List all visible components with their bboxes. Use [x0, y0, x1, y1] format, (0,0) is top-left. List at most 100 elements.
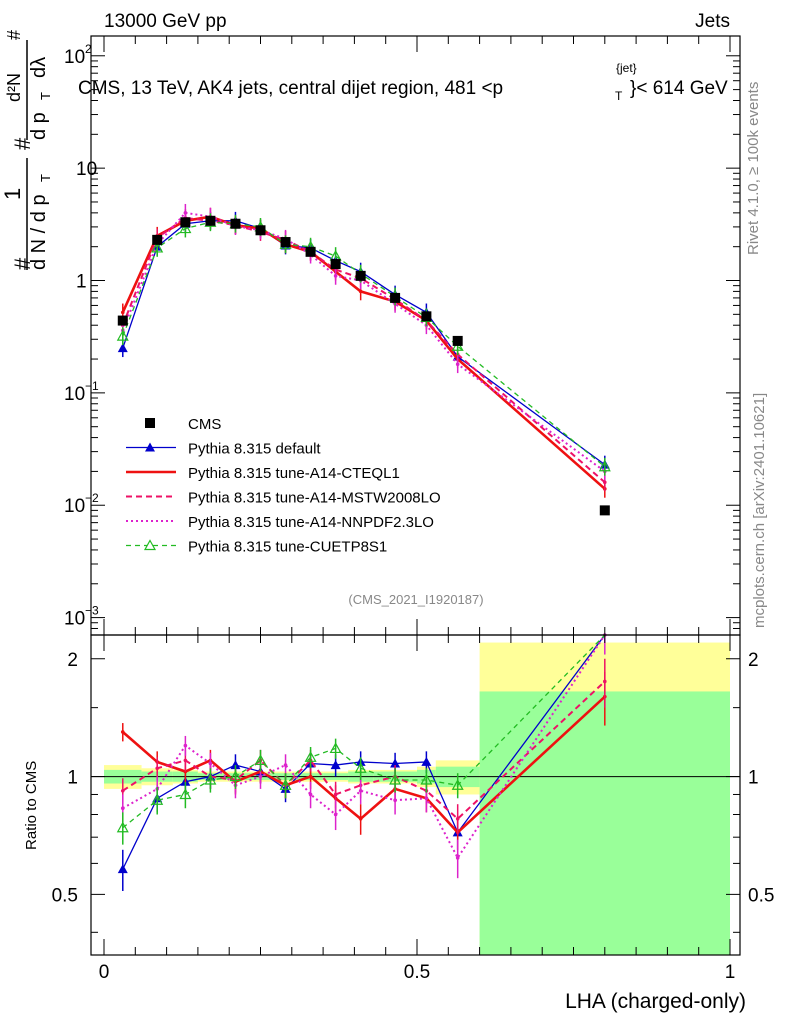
ratio-point-series-4-1	[151, 794, 164, 805]
main-point-series-4-0	[116, 329, 129, 341]
data-point-5	[255, 225, 266, 236]
ratio-y-axis-label: Ratio to CMS	[23, 761, 40, 850]
ratio-panel-curves	[116, 633, 607, 892]
ratio-point-series-1-7	[308, 774, 313, 779]
main-y-axis-label: # 1 d N / d p T # d²N # d p T dλ	[0, 30, 53, 270]
data-point-8	[330, 259, 341, 270]
main-ytick-label-3: 1	[76, 272, 87, 293]
ratio-point-series-0-10	[390, 758, 401, 768]
ratio-point-series-0-0	[117, 864, 128, 874]
ratio-line-series-0	[122, 634, 606, 870]
main-ytick-label-1: 10	[64, 496, 85, 517]
ratio-line-series-1	[121, 695, 606, 835]
ratio-ytick-label-right-2: 2	[748, 650, 759, 671]
data-point-1	[152, 234, 163, 245]
svg-text:d N / d p: d N / d p	[28, 194, 50, 270]
main-ytick-label-0: 10	[64, 609, 85, 630]
svg-text:dλ: dλ	[28, 57, 50, 78]
main-ytick-label-5: 10	[64, 47, 85, 68]
ratio-frame	[90, 634, 741, 956]
svg-text:#: #	[10, 137, 35, 150]
ratio-line-series-3	[122, 634, 606, 860]
legend-label-1: Pythia 8.315 default	[188, 441, 321, 458]
ratio-point-series-0-8	[330, 760, 341, 770]
ratio-point-series-0-11	[421, 756, 432, 766]
legend-marker-0	[145, 418, 155, 428]
main-point-series-4-2	[179, 222, 192, 234]
ratio-point-series-2-1	[155, 766, 160, 771]
ratio-point-series-4-3	[204, 773, 217, 785]
ratio-line-series-2	[122, 680, 606, 821]
svg-text:CMS, 13 TeV, AK4 jets, central: CMS, 13 TeV, AK4 jets, central dijet reg…	[78, 78, 503, 99]
svg-text:#: #	[10, 257, 35, 270]
data-point-10	[390, 292, 401, 303]
data-point-3	[205, 215, 216, 226]
ratio-ytick-label-0: 0.5	[52, 885, 78, 906]
data-point-2	[180, 217, 191, 228]
ratio-point-series-3-0	[120, 806, 125, 811]
main-ytick-exp-2: −1	[85, 379, 99, 393]
ratio-line-series-4	[122, 634, 606, 829]
main-point-series-2-13	[603, 480, 607, 485]
main-point-series-4-13	[598, 460, 611, 472]
analysis-id: (CMS_2021_I1920187)	[348, 592, 483, 607]
svg-text:T: T	[38, 92, 53, 100]
data-point-9	[355, 270, 366, 281]
ratio-point-series-3-6	[283, 763, 288, 767]
legend-marker-1	[145, 442, 155, 452]
ratio-point-series-3-10	[393, 798, 397, 803]
header-category: Jets	[695, 11, 730, 32]
legend-marker-5	[143, 539, 157, 551]
svg-text:#: #	[4, 30, 24, 40]
svg-text:1: 1	[0, 188, 25, 200]
ratio-point-series-4-11	[420, 773, 433, 785]
svg-text:d²N: d²N	[4, 73, 24, 102]
main-line-series-4	[122, 221, 606, 468]
main-ytick-exp-0: −3	[85, 604, 99, 618]
legend-label-5: Pythia 8.315 tune-CUETP8S1	[188, 539, 387, 556]
ratio-point-series-3-9	[358, 788, 363, 793]
legend-label-2: Pythia 8.315 tune-A14-CTEQL1	[188, 465, 400, 482]
ratio-point-series-4-12	[451, 779, 464, 790]
header-process: 13000 GeV pp	[104, 11, 227, 32]
svg-text:T: T	[615, 89, 623, 103]
xtick-label-1: 0.5	[404, 962, 430, 983]
data-point-13	[599, 505, 610, 516]
ratio-point-series-4-9	[354, 762, 367, 773]
main-ytick-label-2: 10	[64, 384, 85, 405]
mcplots-label: mcplots.cern.ch [arXiv:2401.10621]	[751, 393, 768, 628]
ratio-point-series-4-6	[279, 779, 292, 790]
svg-text:T: T	[38, 174, 53, 182]
svg-text:{jet}: {jet}	[616, 61, 637, 75]
ratio-point-series-3-3	[208, 761, 213, 766]
ratio-ytick-label-right-1: 1	[748, 768, 759, 789]
ratio-ytick-label-1: 1	[67, 768, 78, 789]
ratio-point-series-0-4	[230, 760, 241, 770]
legend-label-0: CMS	[188, 416, 221, 433]
ratio-point-series-4-5	[254, 754, 267, 765]
main-point-series-3-2	[183, 211, 188, 215]
ratio-ytick-label-right-0: 0.5	[748, 885, 774, 906]
ratio-point-series-4-2	[179, 788, 192, 800]
green-band-13	[479, 691, 730, 955]
main-point-series-3-8	[333, 274, 338, 278]
xtick-label-2: 1	[725, 962, 736, 983]
ratio-ytick-label-2: 2	[67, 650, 78, 671]
data-point-7	[305, 246, 316, 257]
legend-label-4: Pythia 8.315 tune-A14-NNPDF2.3LO	[188, 514, 434, 531]
ratio-point-series-3-8	[333, 812, 338, 817]
ratio-point-series-2-0	[120, 788, 125, 793]
ratio-point-series-3-7	[308, 792, 313, 797]
ratio-point-series-2-13	[603, 679, 607, 684]
ratio-point-series-1-9	[358, 816, 363, 821]
data-point-4	[230, 218, 241, 229]
ratio-point-series-3-2	[183, 743, 188, 748]
ratio-point-series-1-0	[120, 730, 125, 734]
main-ytick-exp-5: 2	[85, 42, 92, 56]
ratio-point-series-4-4	[229, 770, 242, 782]
legend-label-3: Pythia 8.315 tune-A14-MSTW2008LO	[188, 490, 441, 507]
data-point-11	[421, 311, 432, 322]
svg-text:}< 614 GeV: }< 614 GeV	[630, 78, 728, 99]
